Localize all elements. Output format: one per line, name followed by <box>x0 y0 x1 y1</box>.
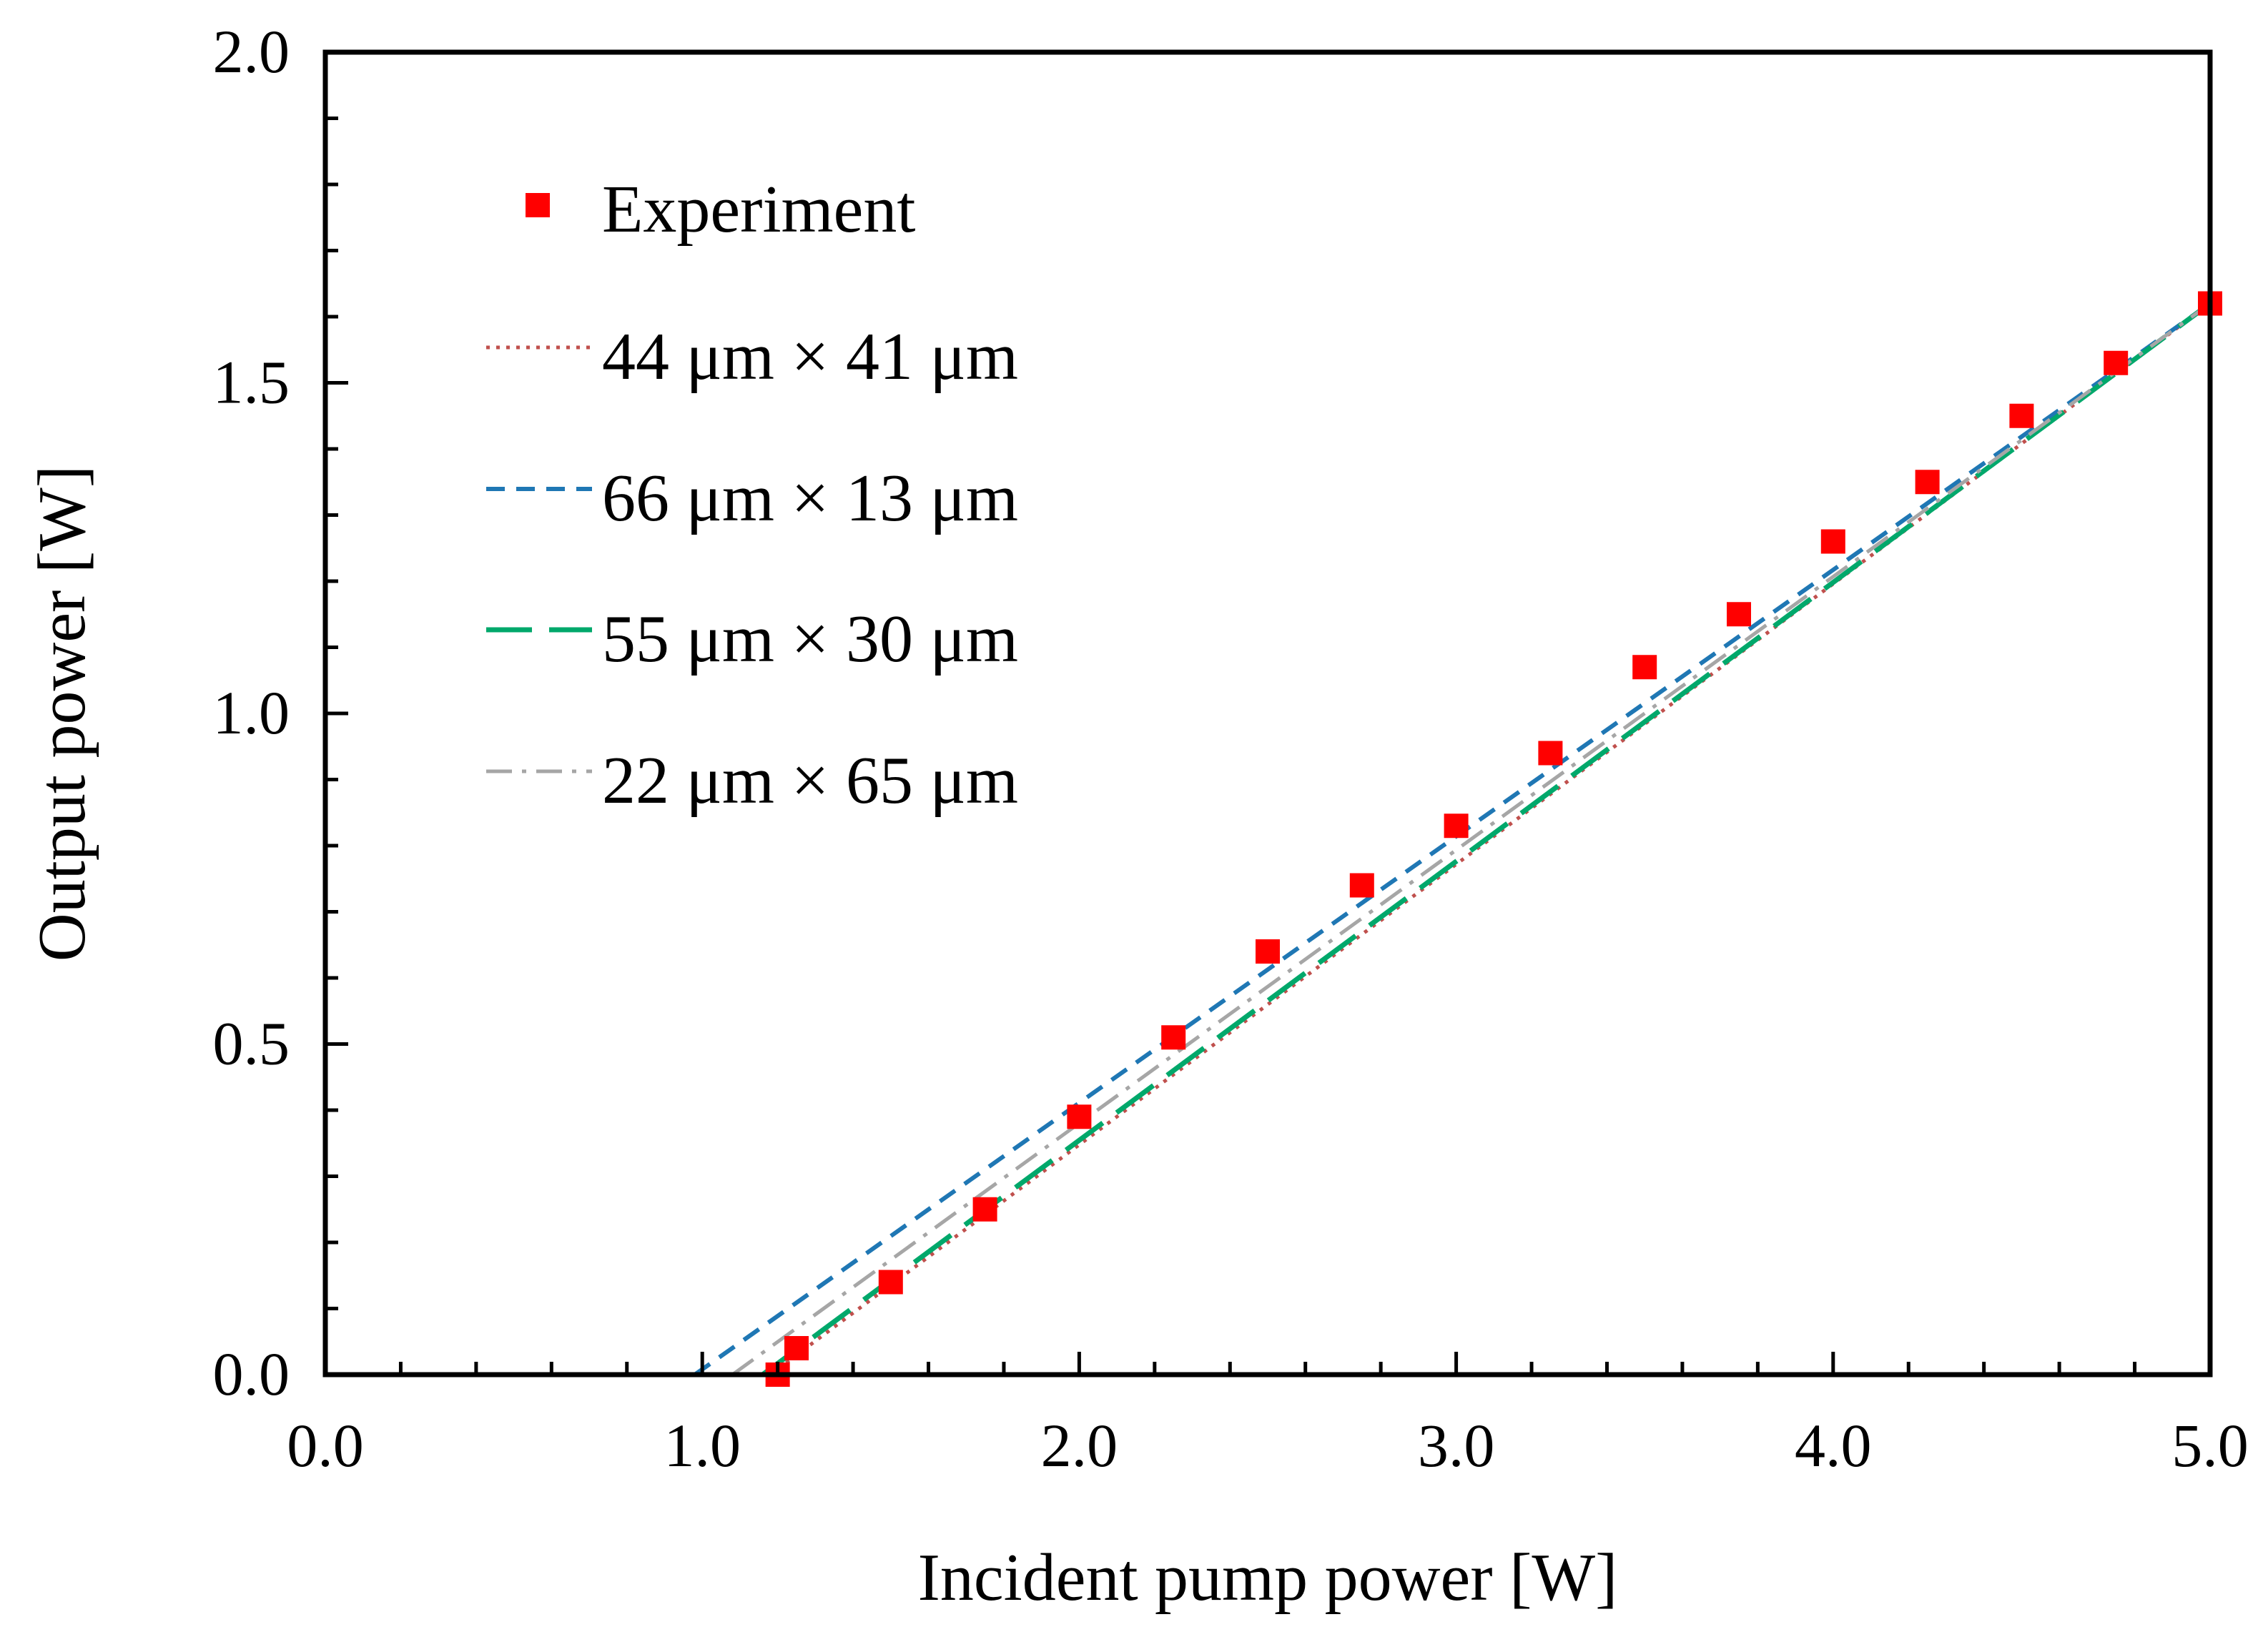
legend-label-44x41: 44 μm × 41 μm <box>602 320 1018 394</box>
series-layer <box>693 301 2212 1377</box>
legend: Experiment 44 μm × 41 μm 66 μm × 13 μm 5… <box>486 172 1018 818</box>
plot-frame <box>322 49 2213 1378</box>
data-point <box>2009 403 2034 428</box>
data-point <box>784 1336 809 1360</box>
tick-label-layer: 0.0 1.0 2.0 3.0 4.0 5.0 0.0 0.5 1.0 1.5 2.0 <box>213 17 2249 1480</box>
data-point <box>972 1197 997 1222</box>
legend-label-55x30: 55 μm × 30 μm <box>602 602 1018 676</box>
data-point <box>1349 873 1374 898</box>
x-tick-label: 3.0 <box>1418 1411 1495 1480</box>
y-axis-label: Output power [W] <box>25 465 99 961</box>
x-tick-label: 5.0 <box>2171 1411 2249 1480</box>
y-tick-label: 0.5 <box>213 1009 290 1078</box>
data-point <box>1632 655 1657 680</box>
data-point <box>1161 1025 1186 1050</box>
x-tick-label: 4.0 <box>1795 1411 1872 1480</box>
y-tick-label: 2.0 <box>213 17 290 86</box>
data-point <box>1067 1104 1092 1129</box>
data-point <box>1727 602 1751 627</box>
x-tick-label: 0.0 <box>287 1411 364 1480</box>
series-line-4 <box>731 302 2212 1377</box>
data-point <box>1444 813 1469 839</box>
legend-label-66x13: 66 μm × 13 μm <box>602 461 1018 535</box>
legend-markers <box>486 193 592 773</box>
legend-marker-experiment <box>526 193 550 217</box>
data-point <box>2104 350 2129 375</box>
marker-layer <box>765 291 2222 1387</box>
data-point <box>1538 741 1563 766</box>
legend-label-experiment: Experiment <box>602 172 916 247</box>
data-point <box>878 1270 903 1295</box>
y-tick-label: 1.0 <box>213 678 290 747</box>
series-line-2 <box>693 302 2212 1377</box>
x-axis-label: Incident pump power [W] <box>918 1540 1618 1615</box>
data-point <box>1256 939 1280 964</box>
legend-label-22x65: 22 μm × 65 μm <box>602 743 1018 818</box>
x-tick-label: 1.0 <box>664 1411 741 1480</box>
series-line-3 <box>761 301 2212 1377</box>
data-point <box>1820 529 1845 554</box>
y-tick-label: 1.5 <box>213 348 290 417</box>
x-tick-label: 2.0 <box>1041 1411 1118 1480</box>
y-tick-label: 0.0 <box>213 1340 290 1408</box>
data-point <box>1915 470 1940 495</box>
